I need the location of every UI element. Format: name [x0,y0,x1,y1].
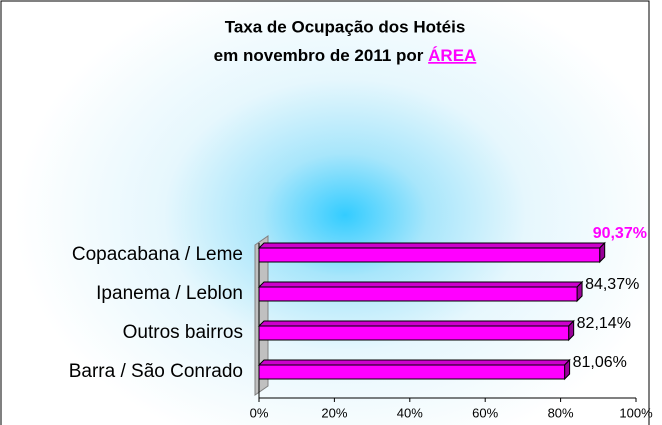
category-label: Ipanema / Leblon [96,283,243,304]
bar [257,358,571,381]
x-tick-label: 40% [397,405,423,420]
category-label: Copacabana / Leme [72,244,243,265]
chart-title: em novembro de 2011 por [214,46,424,65]
x-tick-label: 0% [250,405,269,420]
bar [257,241,606,264]
bar-front [258,286,578,302]
chart-title: Taxa de Ocupação dos Hotéis [225,17,466,36]
bar-top [257,281,584,288]
bar-front [258,247,601,263]
value-label: 90,37% [593,225,647,242]
bar-top [257,242,606,249]
chart-title-highlight: ÁREA [428,46,476,65]
value-label: 82,14% [577,315,631,332]
x-tick-label: 100% [619,405,653,420]
category-label: Outros bairros [123,322,243,343]
category-label: Barra / São Conrado [69,361,243,382]
value-label: 84,37% [585,276,639,293]
chart-title: em novembro de 2011 por ÁREA [214,46,477,65]
x-tick-label: 60% [472,405,498,420]
side-wall [254,235,269,396]
bar-top [257,359,571,366]
bar [257,319,575,342]
bar-top [257,320,575,327]
bar [257,280,584,303]
value-label: 81,06% [573,354,627,371]
x-tick-label: 20% [321,405,347,420]
x-tick-label: 80% [548,405,574,420]
bar-front [258,364,566,380]
bar-front [258,325,570,341]
